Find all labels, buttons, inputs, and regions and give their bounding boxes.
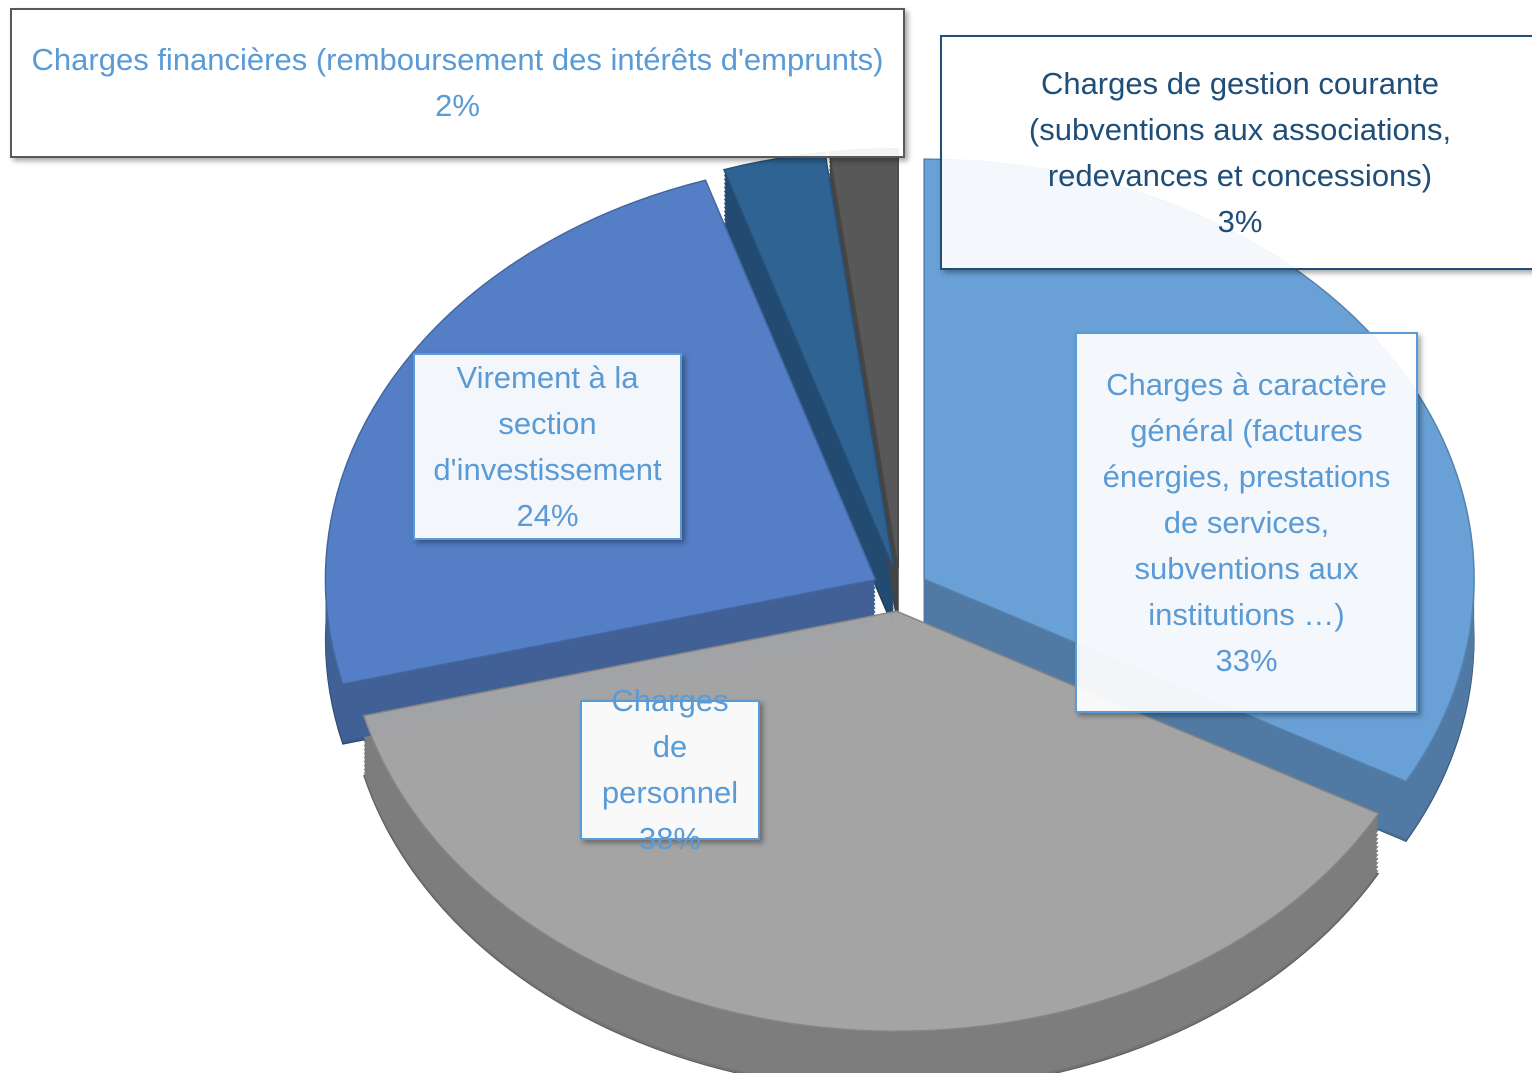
label-name: Charges financières (remboursement des i…	[31, 42, 884, 77]
label-name: Virement à la section d'investissement	[433, 359, 662, 487]
data-label: Virement à la section d'investissement 24…	[413, 353, 682, 540]
label-value: 33%	[1215, 642, 1278, 678]
data-label: Charges financières (remboursement des i…	[10, 8, 905, 158]
data-label: Charges de gestion courante (subventions…	[940, 35, 1532, 270]
label-value: 24%	[516, 497, 579, 533]
data-label: Charges à caractère général (factures én…	[1075, 332, 1418, 713]
label-value: 3%	[1217, 203, 1263, 239]
label-name: Charges à caractère général (factures én…	[1102, 366, 1391, 632]
label-value: 2%	[435, 88, 480, 123]
label-value: 38%	[638, 821, 702, 856]
data-label: Charges de personnel 38%	[580, 683, 760, 856]
label-name: Charges de gestion courante (subventions…	[1028, 65, 1452, 193]
label-name: Charges de personnel	[601, 683, 739, 810]
